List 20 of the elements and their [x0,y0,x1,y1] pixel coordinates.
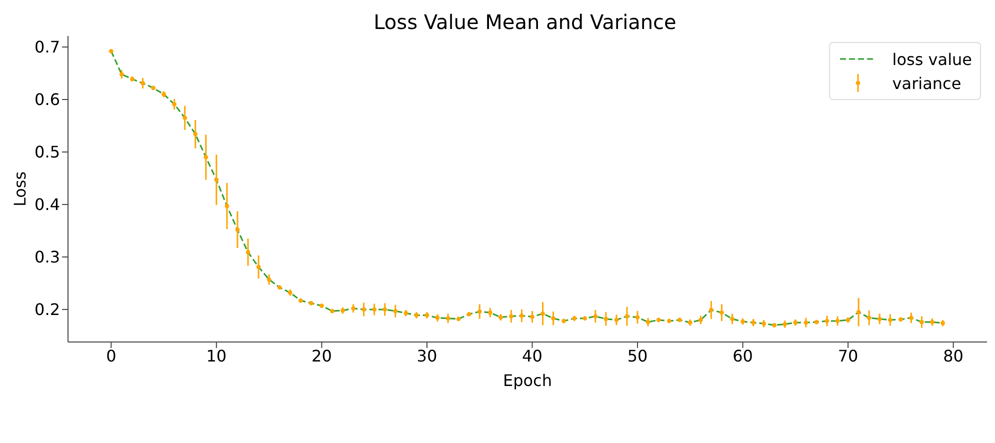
x-tick-label: 0 [106,346,116,366]
y-tick-label: 0.3 [34,248,60,267]
x-axis-title: Epoch [503,371,552,390]
x-tick-label: 30 [416,346,438,366]
x-tick-label: 40 [522,346,542,366]
x-tick-label: 50 [627,346,648,366]
x-tick-label: 20 [312,346,332,366]
legend-label: variance [892,74,962,92]
x-tick-label: 70 [838,346,858,366]
legend-label: loss value [892,50,972,68]
y-tick-label: 0.6 [34,90,60,110]
y-tick-label: 0.7 [34,38,60,57]
y-tick-label: 0.2 [34,300,60,320]
y-tick-label: 0.4 [34,195,60,214]
x-tick-label: 60 [732,346,753,366]
y-tick-label: 0.5 [34,142,60,162]
y-axis-title: Loss [10,171,30,207]
x-tick-label: 10 [206,346,227,366]
chart-title: Loss Value Mean and Variance [372,9,678,36]
x-tick-label: 80 [943,346,964,366]
